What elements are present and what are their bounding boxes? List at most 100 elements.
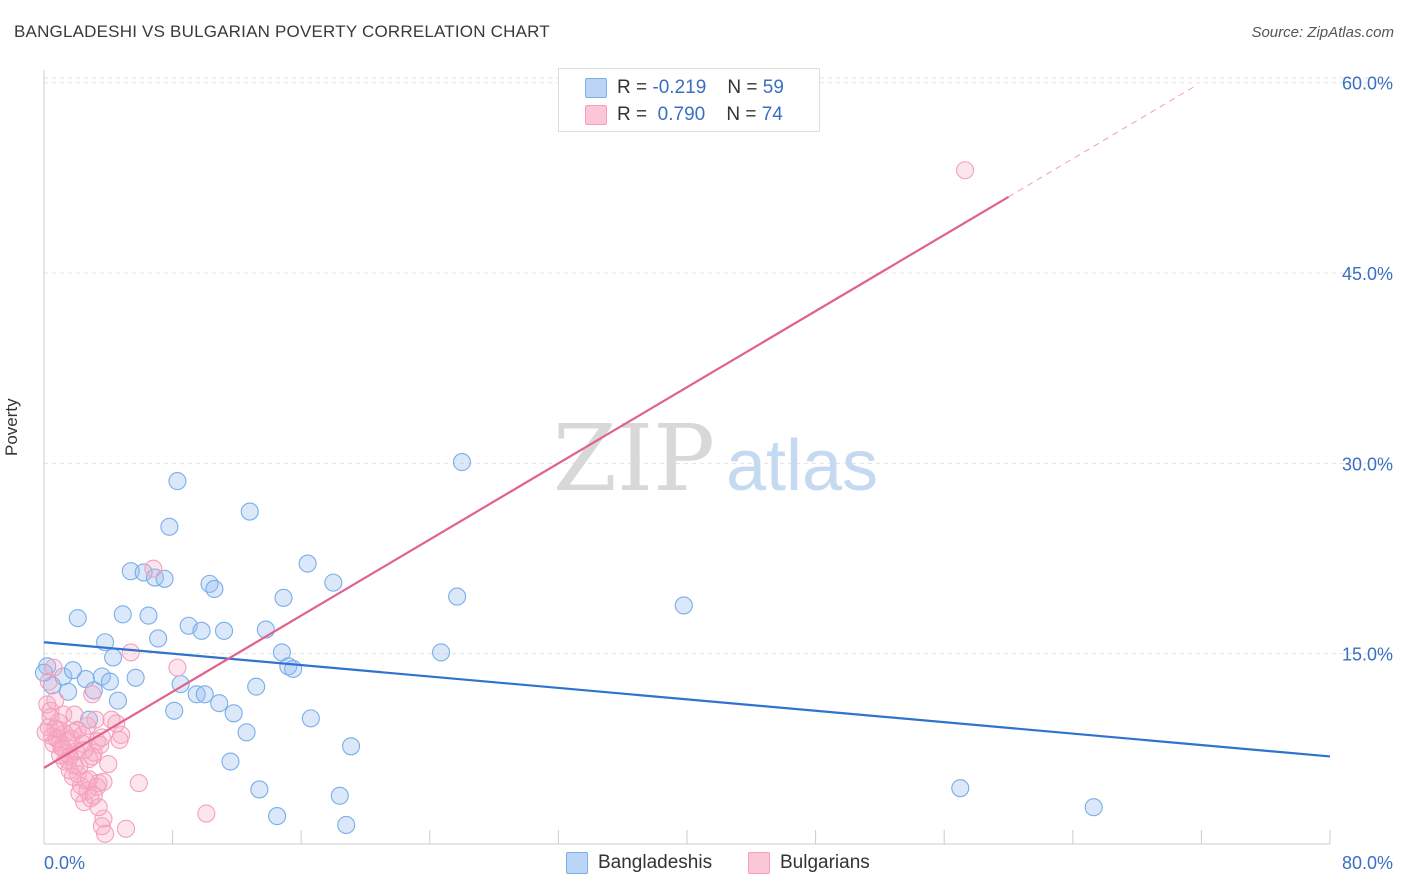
bangladeshi-point (448, 587, 467, 606)
bulgarian-point (144, 559, 163, 578)
r-value: 0.790 (657, 104, 706, 125)
bangladeshi-point (113, 605, 132, 624)
bangladeshi-point (104, 648, 123, 667)
bulgarian-point (96, 824, 115, 843)
axes (43, 70, 1331, 845)
bangladeshi-point (279, 657, 298, 676)
bulgarian-point (60, 761, 79, 780)
bangladeshis-swatch (585, 78, 607, 98)
watermark-zip: ZIP (553, 405, 715, 512)
bangladeshi-point (237, 723, 256, 742)
bulgarian-point (112, 725, 131, 744)
tick-labels: 15.0% 30.0% 45.0% 60.0% 0.0% 80.0% (44, 74, 1393, 873)
bangladeshi-point (330, 786, 349, 805)
bulgarian-point (129, 774, 148, 793)
correlation-legend: R = -0.219 N = 59 R = 0.790 N = 74 (558, 68, 820, 132)
bangladeshi-point (168, 472, 187, 491)
bulgarian-point (70, 784, 89, 803)
n-label: N = (727, 77, 758, 98)
bulgarian-point (36, 723, 55, 742)
bulgarian-point (65, 705, 84, 724)
trend-lines (43, 84, 1331, 769)
y-tick-label: 45.0% (1342, 264, 1393, 284)
bulgarian-trend-extension (1008, 84, 1197, 198)
bangladeshi-point (134, 563, 153, 582)
y-tick-label: 60.0% (1342, 74, 1393, 94)
chart-source: Source: ZipAtlas.com (1251, 24, 1394, 41)
bangladeshi-point (324, 573, 343, 592)
bulgarian-point (89, 798, 108, 817)
bulgarian-point (121, 643, 140, 662)
bulgarian-point (956, 161, 975, 180)
bulgarian-point (94, 809, 113, 828)
bangladeshi-point (165, 701, 184, 720)
bulgarian-point (59, 732, 78, 751)
bangladeshi-trend-line (43, 641, 1331, 758)
watermark-atlas: atlas (726, 426, 878, 506)
y-tick-label: 30.0% (1342, 454, 1393, 474)
bulgarian-point (79, 770, 99, 789)
bangladeshi-point (160, 517, 179, 536)
bangladeshi-point (210, 694, 229, 713)
bulgarian-point (44, 658, 63, 677)
bangladeshi-point (108, 691, 127, 710)
bangladeshi-point (221, 752, 240, 771)
bulgarian-point (84, 786, 103, 805)
r-label: R = (617, 104, 648, 125)
watermark: ZIP atlas (553, 405, 878, 512)
bangladeshi-point (200, 574, 219, 593)
bangladeshi-point (214, 621, 234, 640)
bangladeshi-point (250, 780, 269, 799)
n-label: N = (726, 104, 757, 125)
bulgarians-swatch (748, 852, 770, 874)
bottom-legend-label: Bulgarians (780, 852, 870, 873)
r-value: -0.219 (652, 77, 707, 98)
x-tick-label: 80.0% (1342, 853, 1393, 873)
bangladeshi-point (63, 661, 82, 680)
bangladeshi-point (247, 677, 266, 696)
chart-title: BANGLADESHI VS BULGARIAN POVERTY CORRELA… (14, 22, 550, 41)
bottom-legend-label: Bangladeshis (598, 852, 713, 873)
bulgarian-point (39, 672, 58, 691)
bangladeshi-point (268, 807, 287, 826)
bulgarian-point (116, 819, 136, 838)
bulgarians-swatch (585, 105, 607, 125)
x-tick-label: 0.0% (44, 853, 85, 873)
bangladeshi-point (100, 672, 119, 691)
gridlines (44, 77, 1392, 655)
bulgarian-trend-line (43, 195, 1010, 769)
bangladeshi-point (205, 579, 224, 599)
bangladeshi-point (195, 685, 214, 704)
bangladeshi-point (432, 643, 451, 662)
bangladeshi-point (1084, 798, 1103, 817)
bulgarian-point (46, 719, 65, 738)
bangladeshi-point (240, 502, 259, 521)
bangladeshis-swatch (566, 852, 588, 874)
bangladeshi-point (192, 621, 211, 640)
bulgarian-point (65, 756, 84, 775)
bangladeshi-point (149, 629, 168, 648)
bangladeshi-point (341, 737, 361, 756)
y-tick-label: 15.0% (1342, 645, 1393, 665)
bangladeshi-point (155, 569, 174, 588)
bulgarian-point (78, 716, 97, 736)
bangladeshi-point (121, 562, 140, 581)
bangladeshi-point (301, 709, 320, 728)
bangladeshi-point (79, 710, 99, 729)
bangladeshi-point (452, 453, 472, 472)
bangladeshi-point (674, 596, 693, 615)
bangladeshi-point (34, 663, 54, 682)
bulgarian-point (83, 685, 102, 704)
bangladeshi-point (224, 704, 243, 723)
bulgarian-point (46, 691, 65, 710)
bangladeshi-point (139, 606, 158, 625)
bulgarian-point (168, 658, 187, 677)
bangladeshi-point (59, 682, 78, 701)
bulgarian-point (197, 804, 216, 823)
bulgarian-point (99, 755, 118, 774)
bangladeshi-point (337, 815, 356, 835)
n-value: 74 (761, 104, 783, 125)
bangladeshi-point (126, 668, 145, 687)
bangladeshi-point (68, 609, 87, 628)
